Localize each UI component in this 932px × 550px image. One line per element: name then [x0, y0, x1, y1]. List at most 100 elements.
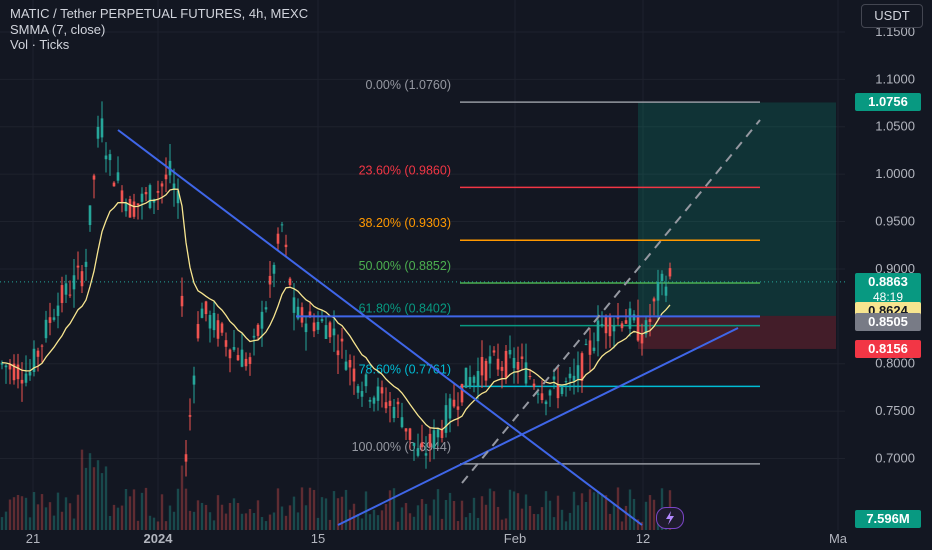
- last-price-value: 0.8863: [868, 273, 908, 289]
- volume-bar: [156, 521, 160, 530]
- candle-body: [580, 353, 584, 381]
- volume-bar: [628, 489, 632, 530]
- volume-bar: [144, 487, 148, 530]
- time-tick: 2024: [144, 531, 174, 546]
- candle-body: [628, 308, 632, 329]
- volume-bar: [220, 504, 224, 530]
- volume-bar: [504, 518, 508, 530]
- candle-body: [444, 405, 448, 433]
- candle-body: [240, 349, 244, 367]
- volume-bar: [416, 505, 420, 530]
- volume-bar: [92, 467, 96, 530]
- candle-body: [368, 399, 372, 402]
- volume-bar: [528, 505, 532, 530]
- volume-bar: [568, 512, 572, 530]
- candle-body: [156, 191, 160, 193]
- price-tick: 0.9000: [875, 261, 915, 276]
- volume-bar: [296, 512, 300, 530]
- volume-bar: [564, 521, 568, 530]
- candle-body: [20, 379, 24, 384]
- currency-button[interactable]: USDT: [861, 4, 923, 28]
- candle-body: [620, 323, 624, 329]
- volume-bar: [396, 521, 400, 530]
- candle-body: [516, 361, 520, 370]
- candle-body: [532, 383, 536, 387]
- candle-body: [436, 429, 440, 438]
- candle-body: [276, 233, 280, 244]
- volume-bar: [464, 517, 468, 530]
- volume-bar: [476, 517, 480, 530]
- candle-body: [160, 183, 164, 187]
- candle-body: [0, 362, 4, 365]
- candle-body: [408, 428, 412, 440]
- candle-body: [612, 325, 616, 332]
- volume-bar: [468, 512, 472, 530]
- candle-body: [164, 174, 168, 180]
- fib-label: 38.20% (0.9303): [359, 216, 451, 230]
- candle-body: [332, 328, 336, 336]
- volume-bar: [72, 518, 76, 530]
- candle-body: [560, 387, 564, 394]
- smma-indicator-label[interactable]: SMMA (7, close): [10, 22, 106, 37]
- entry-price-tag: 0.8505: [855, 312, 921, 331]
- volume-bar: [24, 497, 28, 530]
- volume-bar: [236, 502, 240, 530]
- volume-bar: [356, 514, 360, 530]
- candle-body: [392, 406, 396, 419]
- volume-bar: [20, 496, 24, 530]
- volume-bar: [108, 515, 112, 530]
- volume-bar: [164, 521, 168, 530]
- candle-body: [648, 319, 652, 322]
- volume-bar: [100, 473, 104, 530]
- volume-bar: [332, 491, 336, 530]
- candle-body: [304, 323, 308, 333]
- lightning-icon[interactable]: [656, 507, 684, 529]
- candle-body: [520, 356, 524, 359]
- candle-body: [28, 371, 32, 376]
- candle-body: [308, 311, 312, 318]
- volume-bar: [512, 491, 516, 530]
- volume-bar: [344, 489, 348, 530]
- volume-bar: [612, 504, 616, 530]
- candle-body: [132, 201, 136, 217]
- candle-body: [372, 397, 376, 404]
- candle-body: [212, 312, 216, 331]
- candle-body: [404, 428, 408, 432]
- volume-bar: [148, 515, 152, 530]
- volume-bar: [152, 517, 156, 530]
- volume-bar: [288, 505, 292, 530]
- candle-body: [576, 365, 580, 379]
- volume-bar: [308, 487, 312, 530]
- candle-body: [236, 355, 240, 361]
- candle-body: [664, 286, 668, 296]
- candle-body: [412, 442, 416, 446]
- fib-label: 100.00% (0.6944): [352, 440, 451, 454]
- candle-body: [500, 366, 504, 371]
- volume-indicator-label[interactable]: Vol · Ticks: [10, 37, 70, 52]
- candle-body: [256, 324, 260, 336]
- volume-bar: [500, 519, 504, 530]
- volume-bar: [268, 514, 272, 530]
- volume-bar: [188, 510, 192, 530]
- volume-bar: [484, 504, 488, 530]
- volume-bar: [488, 488, 492, 530]
- candle-body: [36, 350, 40, 357]
- volume-bar: [592, 492, 596, 530]
- volume-bar: [184, 488, 188, 530]
- volume-bar: [244, 513, 248, 530]
- volume-bar: [276, 488, 280, 530]
- candle-body: [656, 281, 660, 301]
- candle-body: [640, 334, 644, 344]
- volume-bar: [168, 505, 172, 530]
- candle-body: [32, 348, 36, 372]
- candle-body: [320, 319, 324, 322]
- volume-bar: [112, 504, 116, 530]
- fibonacci-retracement[interactable]: 0.00% (1.0760) 23.60% (0.9860) 38.20% (0.9…: [352, 78, 760, 465]
- volume-bar: [208, 512, 212, 530]
- candle-body: [588, 340, 592, 355]
- candle-body: [172, 183, 176, 190]
- trendlines[interactable]: [117, 119, 761, 526]
- candle-body: [44, 319, 48, 339]
- long-position-tool[interactable]: [638, 102, 836, 349]
